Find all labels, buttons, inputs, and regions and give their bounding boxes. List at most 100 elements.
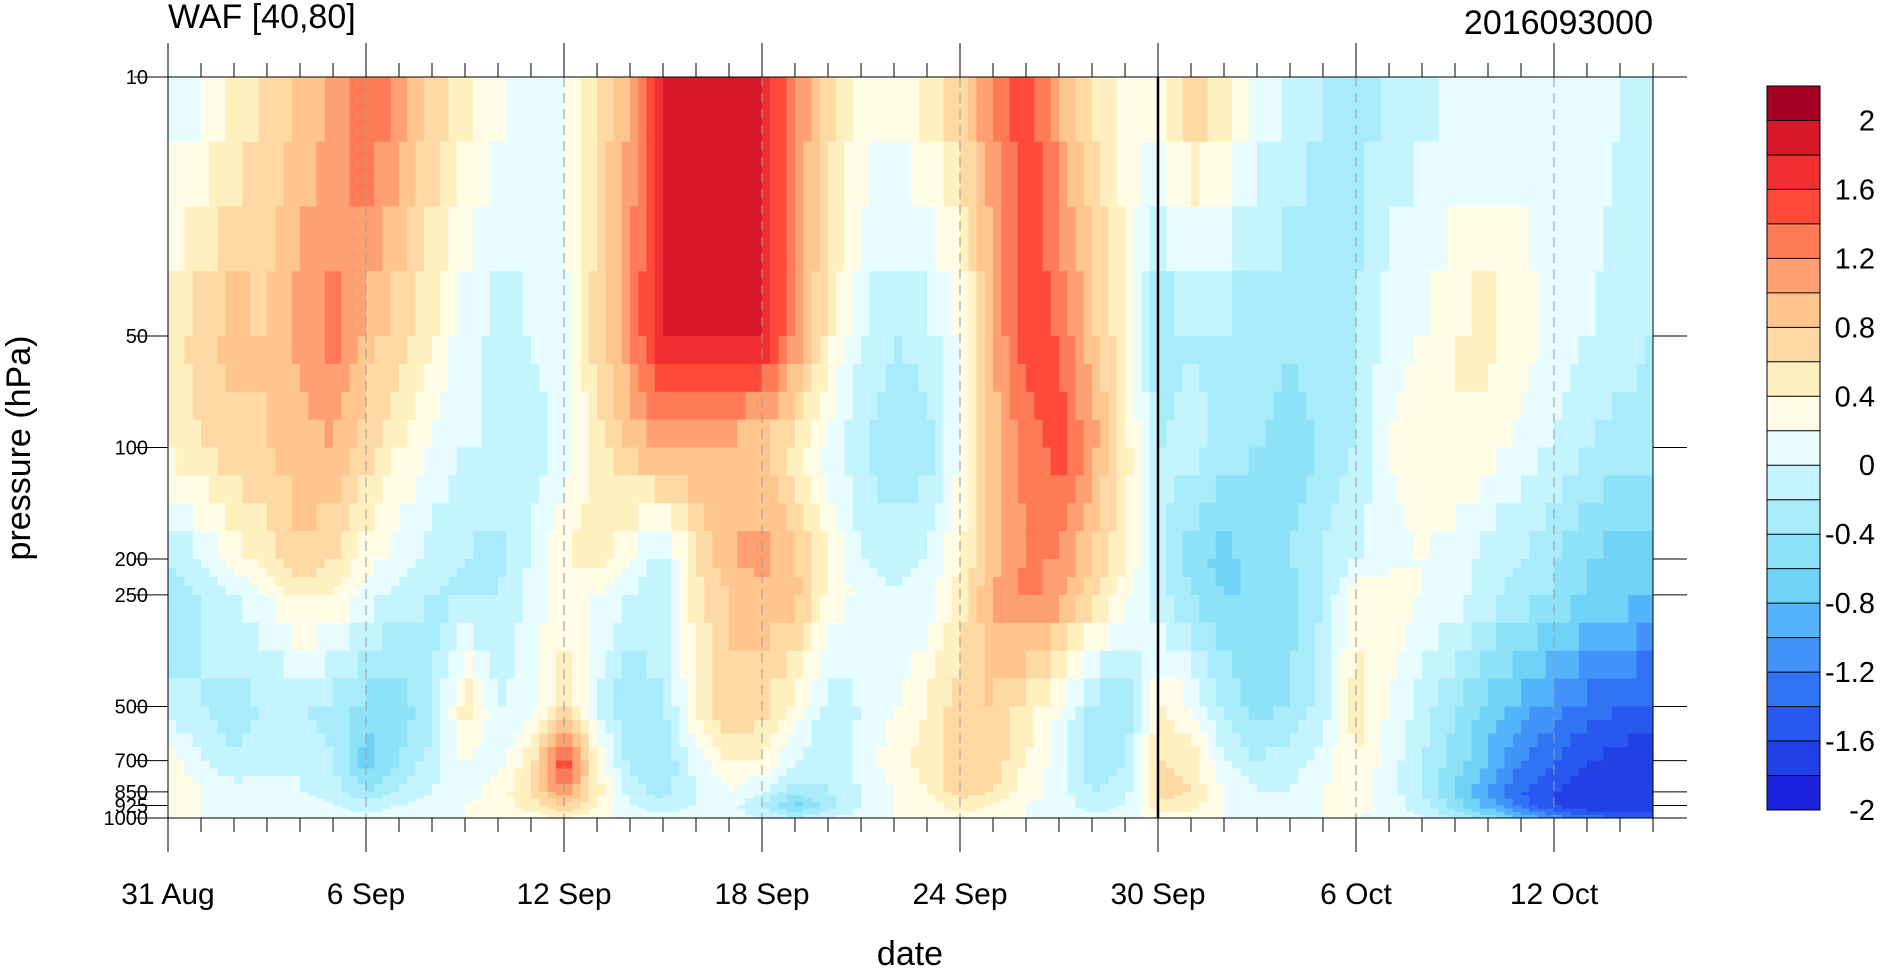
heatmap-cell [374,576,384,587]
heatmap-cell [1034,77,1044,143]
heatmap-cell [382,77,392,143]
heatmap-cell [242,559,252,569]
heatmap-cell [1455,650,1464,680]
heatmap-cell [1356,720,1365,735]
heatmap-cell [927,335,936,365]
heatmap-cell [1471,568,1481,578]
heatmap-cell [1182,784,1192,793]
heatmap-cell [1116,594,1126,624]
heatmap-cell [1207,678,1217,708]
heatmap-cell [1562,141,1572,208]
heatmap-cell [852,531,862,560]
heatmap-cell [1290,760,1299,770]
heatmap-cell [555,594,565,624]
heatmap-cell [1149,447,1159,476]
heatmap-cell [432,271,441,337]
heatmap-cell [456,77,466,143]
heatmap-cell [613,720,623,735]
heatmap-cell [1092,559,1101,569]
heatmap-cell [522,576,532,587]
heatmap-cell [1545,141,1555,208]
heatmap-cell [242,733,252,748]
heatmap-cell [267,678,276,708]
heatmap-cell [242,622,252,652]
heatmap-cell [819,206,829,272]
heatmap-cell [448,141,458,208]
heatmap-cell [1422,141,1431,208]
heatmap-cell [267,531,276,560]
heatmap-cell [646,447,656,476]
heatmap-cell [1174,678,1184,708]
heatmap-cell [209,141,219,208]
heatmap-cell [1240,622,1250,652]
heatmap-cell [531,650,540,680]
heatmap-cell [258,768,268,777]
heatmap-cell [1017,77,1027,143]
heatmap-cell [234,747,243,762]
heatmap-cell [1587,447,1596,476]
heatmap-cell [1521,784,1530,793]
heatmap-cell [993,594,1002,624]
heatmap-cell [192,271,202,337]
heatmap-cell [712,77,722,143]
heatmap-cell [267,622,276,652]
heatmap-cell [1290,447,1299,476]
heatmap-cell [242,585,252,596]
heatmap-cell [308,733,318,748]
heatmap-cell [176,77,186,143]
heatmap-cell [407,503,417,532]
heatmap-cell [1281,576,1291,587]
heatmap-cell [308,650,318,680]
heatmap-cell [621,447,631,476]
heatmap-cell [250,720,260,735]
heatmap-cell [357,747,367,762]
heatmap-cell [1100,760,1110,770]
heatmap-cell [910,747,920,762]
heatmap-cell [993,576,1002,587]
heatmap-cell [1141,77,1151,143]
heatmap-cell [1323,720,1332,735]
heatmap-cell [1488,594,1497,624]
heatmap-cell [1174,768,1184,777]
heatmap-cell [1413,784,1423,793]
heatmap-cell [786,141,796,208]
heatmap-cell [1265,568,1275,578]
heatmap-cell [621,706,631,721]
heatmap-cell [819,77,829,143]
heatmap-cell [918,622,928,652]
heatmap-cell [1496,747,1506,762]
heatmap-cell [1537,531,1547,560]
heatmap-cell [1306,391,1316,421]
heatmap-cell [1611,503,1621,532]
heatmap-cell [308,419,318,449]
heatmap-cell [1512,475,1522,504]
heatmap-cell [357,206,367,272]
heatmap-cell [679,77,689,143]
heatmap-cell [951,271,961,337]
heatmap-cell [572,447,582,476]
heatmap-cell [283,678,293,708]
heatmap-cell [712,768,722,777]
heatmap-cell [580,475,590,504]
heatmap-cell [828,776,837,785]
heatmap-cell [1017,363,1027,393]
heatmap-cell [960,678,969,708]
heatmap-cell [506,747,516,762]
heatmap-cell [242,206,252,272]
heatmap-cell [333,335,342,365]
heatmap-cell [473,77,483,143]
heatmap-cell [1545,568,1555,578]
heatmap-cell [465,271,474,337]
heatmap-cell [745,747,755,762]
heatmap-cell [250,706,260,721]
heatmap-cell [1438,559,1448,569]
heatmap-cell [1512,503,1522,532]
heatmap-cell [1496,447,1506,476]
heatmap-cell [1603,447,1613,476]
heatmap-cell [473,784,483,793]
heatmap-cell [1207,335,1217,365]
heatmap-cell [613,622,623,652]
heatmap-cell [1463,503,1473,532]
heatmap-cell [671,585,681,596]
heatmap-cell [415,503,425,532]
